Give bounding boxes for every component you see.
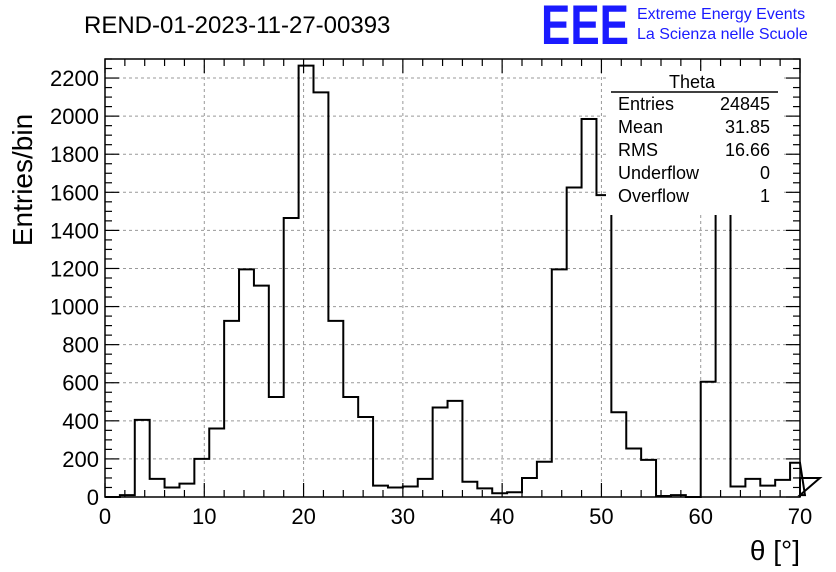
y-tick-label: 400: [62, 409, 99, 434]
y-tick-label: 0: [87, 485, 99, 510]
stats-row-value: 16.66: [725, 140, 770, 160]
y-tick-label: 1400: [50, 218, 99, 243]
y-axis-title: Entries/bin: [7, 114, 38, 246]
stats-row-label: Underflow: [618, 163, 700, 183]
logo-line-1: Extreme Energy Events: [637, 6, 805, 23]
stats-box-background: [606, 71, 784, 215]
y-tick-label: 1600: [50, 180, 99, 205]
y-tick-label: 800: [62, 333, 99, 358]
stats-row-value: 0: [760, 163, 770, 183]
y-tick-label: 200: [62, 447, 99, 472]
stats-row-label: Mean: [618, 117, 663, 137]
x-tick-label: 40: [490, 504, 514, 529]
logo-line-2: La Scienza nelle Scuole: [637, 26, 808, 43]
stats-row-value: 1: [760, 186, 770, 206]
y-tick-label: 1000: [50, 295, 99, 320]
stats-title: Theta: [669, 72, 716, 92]
stats-box: Theta Entries 24845 Mean 31.85 RMS 16.66 Under…: [606, 71, 784, 215]
y-tick-label: 600: [62, 371, 99, 396]
x-tick-label: 20: [291, 504, 315, 529]
x-tick-label: 30: [391, 504, 415, 529]
y-tick-label: 2200: [50, 66, 99, 91]
axis-ticks: [104, 58, 801, 498]
chart-title: REND-01-2023-11-27-00393: [84, 12, 390, 39]
x-tick-label: 60: [688, 504, 712, 529]
x-tick-label: 70: [788, 504, 812, 529]
stats-row-value: 24845: [720, 94, 770, 114]
y-tick-label: 1200: [50, 256, 99, 281]
y-tick-label: 1800: [50, 142, 99, 167]
x-tick-label: 50: [589, 504, 613, 529]
y-tick-label: 2000: [50, 104, 99, 129]
stats-row-label: Entries: [618, 94, 674, 114]
eee-logo-mark: EEE: [541, 0, 629, 56]
grid-lines: [105, 59, 800, 497]
stats-row-value: 31.85: [725, 117, 770, 137]
stats-row-label: Overflow: [618, 186, 690, 206]
axis-tick-labels: 0 10 20 30 40 50 60 700200400600800100012001400…: [50, 66, 812, 529]
x-tick-label: 10: [192, 504, 216, 529]
x-axis-title: θ [°]: [750, 535, 800, 566]
x-tick-label: 0: [99, 504, 111, 529]
stats-row-label: RMS: [618, 140, 658, 160]
